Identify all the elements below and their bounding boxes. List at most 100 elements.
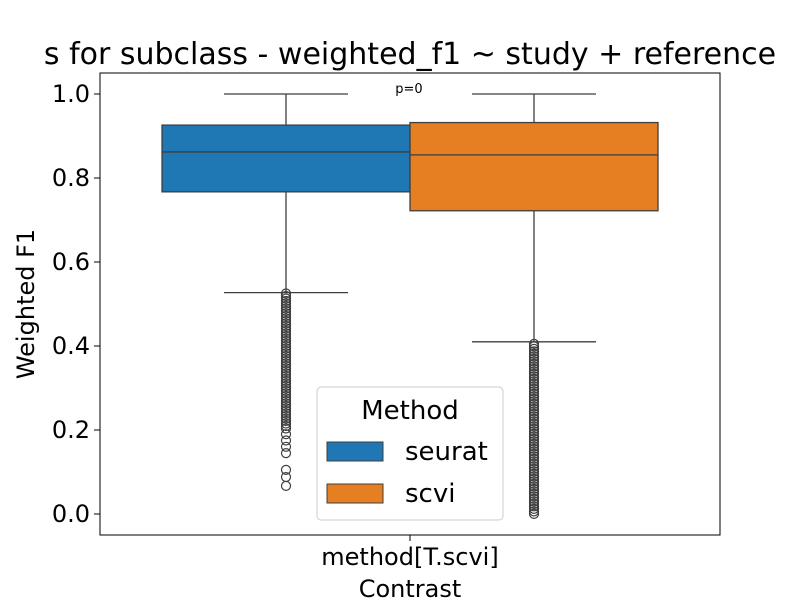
x-axis-label: Contrast (359, 575, 462, 600)
outlier-point (528, 341, 540, 352)
outlier-point (528, 411, 540, 422)
chart-title: s for subclass - weighted_f1 ~ study + r… (44, 37, 776, 72)
outlier-point (528, 453, 540, 464)
outlier-point (528, 353, 540, 364)
outlier-point (280, 435, 292, 446)
outlier-point (528, 496, 540, 507)
outlier-point (528, 433, 540, 444)
outlier-point (528, 443, 540, 454)
outlier-point (280, 288, 292, 299)
outlier-point (528, 396, 540, 407)
y-tick-label: 0.6 (52, 248, 90, 276)
outlier-point (280, 418, 292, 429)
outlier-point (528, 418, 540, 429)
outlier-point (280, 393, 292, 404)
outlier-point (528, 368, 540, 379)
box-seurat (161, 93, 411, 491)
outlier-point (280, 328, 292, 339)
outlier-point (528, 381, 540, 392)
y-tick-label: 0.4 (52, 332, 90, 360)
outlier-point (528, 483, 540, 494)
boxes-layer (161, 93, 659, 520)
outlier-point (280, 370, 292, 382)
iqr-box (409, 121, 659, 212)
outlier-point (280, 295, 292, 307)
outlier-point (280, 403, 292, 414)
outlier-point (528, 476, 540, 487)
y-tick-label: 0.0 (52, 500, 90, 528)
outlier-point (280, 375, 292, 387)
outlier-point (528, 508, 540, 520)
y-tick-label: 0.8 (52, 164, 90, 192)
outlier-point (528, 373, 540, 384)
outlier-point (280, 448, 292, 459)
outlier-point (280, 415, 292, 427)
outlier-point (528, 386, 540, 397)
outlier-point (528, 361, 540, 372)
outlier-point (528, 438, 540, 449)
outlier-point (528, 506, 540, 517)
outlier-point (528, 356, 540, 367)
outlier-point (528, 451, 540, 462)
outlier-point (528, 428, 540, 439)
outlier-point (528, 376, 540, 387)
outlier-point (528, 393, 540, 404)
outlier-point (280, 385, 292, 397)
outlier-point (280, 429, 292, 440)
legend-swatch (326, 441, 384, 462)
outlier-point (528, 456, 540, 467)
box-scvi (409, 93, 659, 520)
legend-items: seurat scvi (326, 437, 488, 509)
outlier-point (280, 395, 292, 407)
axes-layer: 0.0 0.2 0.4 0.6 0.8 1.0 method[T.scvi] (52, 80, 499, 571)
outlier-point (280, 315, 292, 327)
outlier-point (280, 313, 292, 324)
outlier-point (280, 464, 292, 475)
outlier-point (280, 335, 292, 347)
outlier-point (528, 461, 540, 472)
y-tick-label: 1.0 (52, 80, 90, 108)
outlier-point (280, 293, 292, 304)
outlier-point (528, 366, 540, 377)
outlier-point (528, 351, 540, 362)
outlier-point (528, 363, 540, 374)
outlier-point (528, 358, 540, 369)
outlier-point (280, 338, 292, 349)
outlier-point (528, 388, 540, 399)
outlier-point (528, 371, 540, 382)
outlier-point (280, 330, 292, 342)
outlier-point (280, 405, 292, 417)
legend-item-seurat: seurat (326, 437, 488, 467)
outlier-point (528, 416, 540, 427)
outlier-point (280, 325, 292, 337)
legend-title: Method (361, 396, 459, 426)
legend-label: seurat (405, 437, 488, 467)
outlier-point (528, 413, 540, 424)
outlier-point (528, 503, 540, 514)
outlier-point (280, 441, 292, 452)
outlier-point (528, 338, 540, 349)
outlier-point (280, 348, 292, 359)
outlier-point (280, 383, 292, 394)
outlier-point (280, 398, 292, 409)
outlier-point (528, 343, 540, 354)
outlier-point (280, 355, 292, 367)
outlier-point (280, 303, 292, 314)
outlier-point (280, 308, 292, 319)
outlier-point (528, 391, 540, 402)
outlier-point (528, 466, 540, 477)
outlier-point (528, 486, 540, 497)
x-tick-label: method[T.scvi] (321, 543, 498, 571)
outlier-point (528, 446, 540, 457)
outlier-point (280, 380, 292, 392)
outlier-point (528, 408, 540, 419)
y-tick-label: 0.2 (52, 416, 90, 444)
p-value-annotation: p=0 (395, 82, 422, 97)
legend-item-scvi: scvi (326, 479, 455, 509)
outlier-point (528, 398, 540, 409)
y-axis-label: Weighted F1 (12, 229, 40, 379)
outlier-point (280, 400, 292, 412)
outlier-point (280, 420, 292, 432)
outlier-point (280, 305, 292, 317)
